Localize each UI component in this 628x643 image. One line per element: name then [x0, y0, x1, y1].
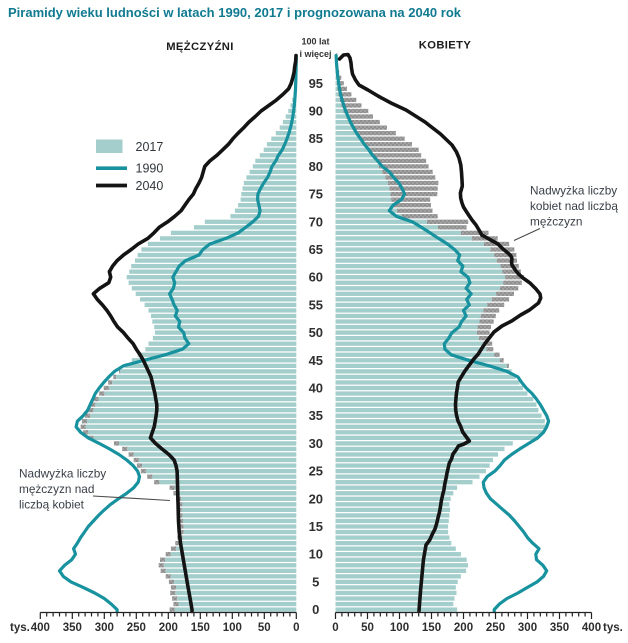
svg-text:45: 45 [309, 353, 323, 368]
svg-text:kobiet nad liczbą: kobiet nad liczbą [530, 199, 618, 213]
svg-text:100: 100 [390, 622, 409, 634]
svg-text:5: 5 [312, 574, 319, 589]
svg-text:50: 50 [258, 622, 271, 634]
svg-text:50: 50 [309, 325, 323, 340]
svg-text:tys.: tys. [603, 622, 623, 634]
svg-text:400: 400 [582, 622, 601, 634]
svg-text:400: 400 [31, 622, 50, 634]
svg-text:40: 40 [309, 381, 323, 396]
svg-text:tys.: tys. [10, 622, 30, 634]
svg-text:30: 30 [309, 436, 323, 451]
svg-text:350: 350 [63, 622, 82, 634]
svg-text:300: 300 [518, 622, 537, 634]
svg-text:20: 20 [309, 491, 323, 506]
svg-text:250: 250 [486, 622, 505, 634]
svg-text:mężczyzn nad: mężczyzn nad [19, 482, 94, 496]
svg-text:liczbą kobiet: liczbą kobiet [19, 498, 85, 512]
svg-text:0: 0 [312, 602, 319, 617]
svg-text:250: 250 [127, 622, 146, 634]
svg-text:200: 200 [454, 622, 473, 634]
svg-text:25: 25 [309, 464, 323, 479]
svg-text:15: 15 [309, 519, 323, 534]
svg-text:0: 0 [332, 622, 338, 634]
svg-text:mężczyzn: mężczyzn [530, 215, 582, 229]
svg-text:70: 70 [309, 214, 323, 229]
svg-text:95: 95 [309, 76, 323, 91]
svg-text:150: 150 [191, 622, 210, 634]
svg-text:200: 200 [159, 622, 178, 634]
svg-text:10: 10 [309, 547, 323, 562]
svg-text:Nadwyżka liczby: Nadwyżka liczby [530, 184, 617, 198]
svg-text:300: 300 [95, 622, 114, 634]
svg-text:1990: 1990 [136, 162, 164, 176]
svg-text:KOBIETY: KOBIETY [419, 40, 472, 52]
svg-text:90: 90 [309, 104, 323, 119]
svg-text:85: 85 [309, 131, 323, 146]
svg-text:100: 100 [223, 622, 242, 634]
svg-text:35: 35 [309, 408, 323, 423]
svg-text:Nadwyżka liczby: Nadwyżka liczby [19, 467, 106, 481]
svg-text:350: 350 [550, 622, 569, 634]
svg-text:80: 80 [309, 159, 323, 174]
svg-text:100 lat: 100 lat [301, 37, 329, 47]
svg-text:MĘŻCZYŹNI: MĘŻCZYŹNI [166, 40, 234, 53]
svg-text:0: 0 [293, 622, 299, 634]
svg-text:60: 60 [309, 270, 323, 285]
svg-text:2040: 2040 [136, 179, 164, 193]
svg-text:i więcej: i więcej [299, 49, 331, 59]
svg-text:50: 50 [361, 622, 374, 634]
svg-text:150: 150 [422, 622, 441, 634]
svg-text:55: 55 [309, 297, 323, 312]
svg-text:75: 75 [309, 187, 323, 202]
svg-text:65: 65 [309, 242, 323, 257]
svg-text:2017: 2017 [136, 140, 164, 154]
